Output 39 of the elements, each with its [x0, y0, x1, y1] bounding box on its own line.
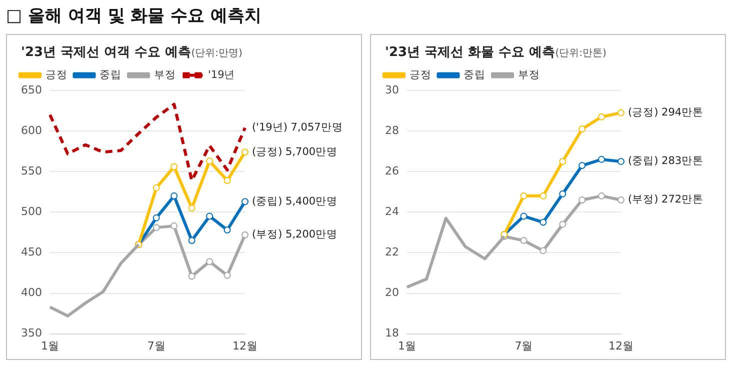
legend-label: 긍정 [45, 68, 68, 81]
x-tick-label: 7월 [514, 339, 533, 352]
y-tick-label: 28 [384, 124, 399, 137]
x-tick-label: 12월 [608, 339, 634, 352]
annotation: (부정) 5,200만명 [252, 228, 338, 241]
y-tick-label: 450 [20, 246, 42, 259]
chart-title: '23년 국제선 화물 수요 예측 [385, 45, 556, 60]
y-tick-label: 26 [384, 164, 399, 178]
y-tick-label: 350 [20, 326, 42, 340]
y-tick-label: 20 [384, 286, 399, 300]
annotation: (부정) 272만톤 [628, 194, 704, 206]
y-tick-label: 500 [20, 205, 42, 218]
chart-subtitle: (단위:만톤) [555, 48, 606, 59]
chart-title: '23년 국제선 여객 수요 예측 [21, 45, 192, 60]
legend-label: '19년 [208, 68, 236, 81]
x-tick-label: 1월 [398, 339, 416, 352]
y-tick-label: 600 [20, 124, 42, 137]
legend-label: 중립 [464, 68, 486, 81]
y-tick-label: 30 [384, 83, 399, 96]
legend-label: 부정 [154, 68, 176, 81]
legend-label: 부정 [518, 68, 540, 81]
x-tick-label: 12월 [232, 339, 258, 352]
annotation: (중립) 283만톤 [628, 155, 704, 168]
y-tick-label: 18 [384, 326, 399, 340]
text: □ 올해 여객 및 화물 수요 예측치 [6, 5, 263, 28]
legend-label: 긍정 [409, 68, 432, 81]
y-tick-label: 22 [384, 246, 399, 259]
y-tick-label: 650 [20, 83, 42, 96]
x-tick-label: 1월 [40, 339, 59, 352]
annotation: (중립) 5,400만명 [252, 195, 338, 208]
y-tick-label: 24 [384, 205, 399, 218]
annotation: (긍정) 5,700만명 [252, 146, 338, 158]
y-tick-label: 550 [20, 164, 42, 178]
annotation: (긍정) 294만톤 [628, 106, 704, 119]
x-tick-label: 7월 [147, 339, 166, 352]
annotation: ('19년) 7,057만명 [252, 122, 343, 134]
y-tick-label: 400 [20, 286, 42, 300]
legend-label: 중립 [100, 68, 122, 81]
chart-subtitle: (단위:만명) [191, 48, 242, 59]
